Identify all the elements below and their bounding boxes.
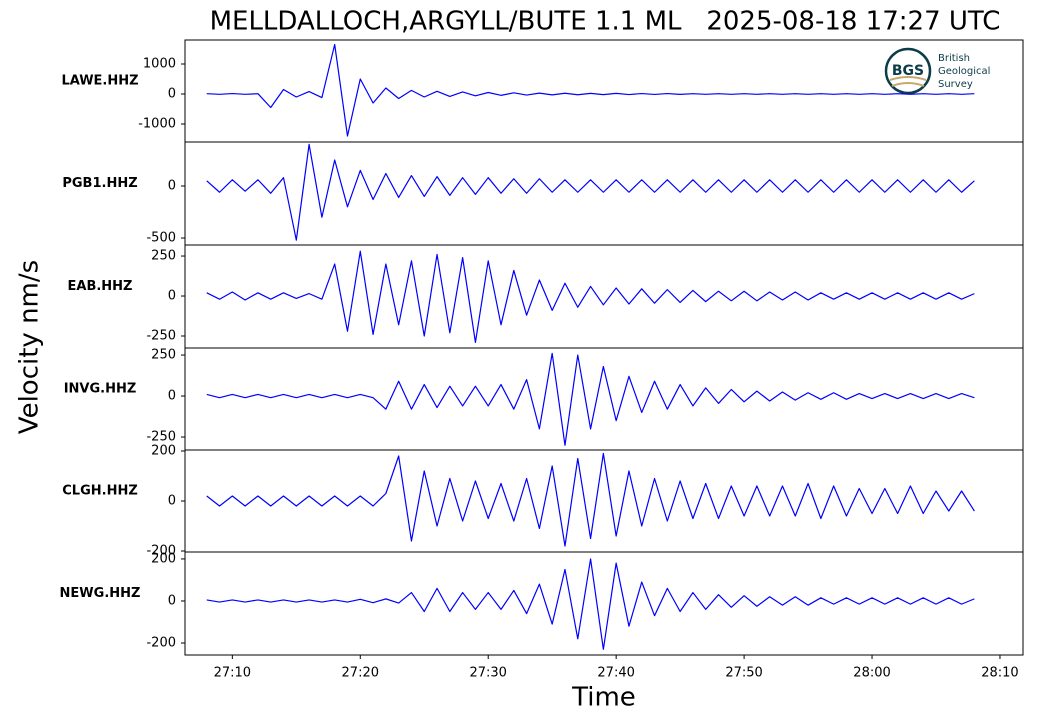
panel: LAWE.HHZ -1000 0 1000: [61, 39, 1024, 143]
x-tick-label: 27:50: [725, 666, 762, 681]
y-tick-label: 0: [168, 389, 176, 404]
y-tick-label: -200: [146, 544, 176, 559]
y-tick-label: 0: [168, 593, 176, 608]
y-tick-label: -200: [146, 636, 176, 651]
y-axis-label: Velocity nm/s: [15, 260, 45, 434]
y-tick-label: 0: [168, 179, 176, 194]
x-axis-label: Time: [571, 683, 636, 713]
x-tick-label: 28:10: [981, 666, 1018, 681]
panel: NEWG.HHZ -200 0 200 27:10 27:20 27:30 27:40 27:5…: [60, 551, 1024, 681]
waveform: [206, 43, 975, 137]
logo-text: Survey: [938, 79, 973, 90]
y-tick-label: 0: [168, 289, 176, 304]
y-tick-label: 250: [151, 348, 176, 363]
logo-mark: BGS: [892, 63, 924, 79]
y-tick-label: -1000: [138, 117, 176, 132]
y-tick-label: -500: [146, 231, 176, 246]
x-tick-label: 27:30: [469, 666, 506, 681]
panel-frame: [184, 244, 1024, 349]
y-tick-label: 1000: [143, 57, 176, 72]
panel: CLGH.HHZ -200 0 200: [62, 444, 1024, 559]
station-label: LAWE.HHZ: [61, 74, 138, 89]
waveform: [206, 352, 975, 446]
station-label: CLGH.HHZ: [62, 484, 138, 499]
logo-waves: [889, 76, 927, 87]
panel: PGB1.HHZ -500 0: [62, 141, 1024, 246]
x-tick-label: 28:00: [853, 666, 890, 681]
y-tick-label: 0: [168, 494, 176, 509]
y-tick-label: 200: [151, 551, 176, 566]
waveform: [206, 250, 975, 343]
panel-frame: [184, 551, 1024, 656]
y-tick-label: 250: [151, 249, 176, 264]
panel: INVG.HHZ -250 0 250: [64, 347, 1024, 451]
y-tick-label: 200: [151, 444, 176, 459]
logo-text: British: [938, 53, 970, 64]
logo-ring: [884, 47, 932, 95]
waveform: [206, 143, 975, 241]
panel-frame: [184, 449, 1024, 553]
y-tick-label: -250: [146, 430, 176, 445]
waveform: [206, 452, 975, 547]
x-tick-label: 27:40: [597, 666, 634, 681]
panel-frame: [184, 141, 1024, 246]
x-tick-label: 27:10: [214, 666, 251, 681]
logo: BGS British Geological Survey: [884, 47, 990, 95]
station-label: INVG.HHZ: [64, 382, 137, 397]
station-label: NEWG.HHZ: [60, 586, 141, 601]
station-label: EAB.HHZ: [68, 279, 133, 294]
logo-text: Geological: [938, 66, 990, 77]
waveform: [206, 558, 975, 650]
y-tick-label: -250: [146, 329, 176, 344]
chart-title: MELLDALLOCH,ARGYLL/BUTE 1.1 ML 2025-08-1…: [210, 7, 1001, 37]
y-tick-label: 0: [168, 87, 176, 102]
station-label: PGB1.HHZ: [62, 176, 137, 191]
x-tick-label: 27:20: [342, 666, 379, 681]
panel: EAB.HHZ -250 0 250: [68, 244, 1024, 349]
